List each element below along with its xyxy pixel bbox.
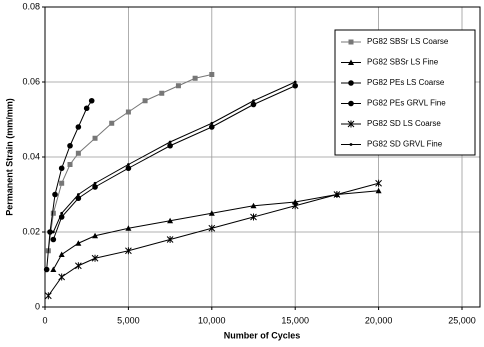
marker <box>250 101 257 108</box>
legend-label: PG82 SD LS Coarse <box>367 119 441 128</box>
series-line <box>52 85 296 240</box>
legend-label: PG82 PEs LS Coarse <box>367 78 445 87</box>
marker <box>75 195 82 202</box>
marker <box>51 230 55 234</box>
x-axis-title: Number of Cycles <box>224 330 301 340</box>
marker <box>67 142 73 149</box>
marker <box>192 75 198 81</box>
marker <box>125 109 131 115</box>
marker <box>167 217 174 224</box>
marker <box>347 120 355 128</box>
marker <box>168 140 172 144</box>
marker <box>348 100 354 107</box>
legend-box <box>334 29 476 156</box>
x-tick-label: 0 <box>42 315 47 325</box>
marker <box>209 72 215 77</box>
marker <box>88 97 95 104</box>
marker <box>175 83 181 89</box>
y-axis-title: Permanent Strain (mm/mm) <box>4 98 14 216</box>
marker <box>75 240 82 246</box>
marker <box>348 59 354 65</box>
marker <box>252 99 255 103</box>
marker <box>167 142 173 149</box>
x-tick-label: 15,000 <box>281 315 309 325</box>
x-tick-label: 25,000 <box>448 315 476 325</box>
marker <box>348 80 354 86</box>
y-tick-label: 0.02 <box>22 226 40 236</box>
marker <box>58 251 65 257</box>
marker <box>47 229 53 235</box>
marker <box>348 39 354 45</box>
marker <box>210 121 214 125</box>
marker <box>333 191 341 198</box>
marker <box>159 90 165 96</box>
series-line <box>52 190 379 270</box>
marker <box>125 225 132 231</box>
legend-label: PG82 SBSr LS Fine <box>367 58 439 67</box>
series-line <box>47 74 212 251</box>
y-tick-label: 0.06 <box>22 76 40 86</box>
series-line <box>47 182 379 297</box>
marker <box>208 210 215 216</box>
marker <box>125 247 132 255</box>
marker <box>375 187 382 194</box>
marker <box>293 80 297 84</box>
marker <box>291 202 299 210</box>
marker <box>166 236 174 243</box>
marker <box>60 211 64 215</box>
marker <box>50 210 56 216</box>
marker <box>109 120 115 126</box>
legend-label: PG82 SBSr LS Coarse <box>367 37 449 46</box>
marker <box>292 199 299 205</box>
marker <box>75 150 81 156</box>
marker <box>250 202 257 209</box>
legend-label: PG82 SD GRVL Fine <box>367 140 443 149</box>
marker <box>58 165 65 172</box>
marker <box>209 124 215 130</box>
series-line <box>46 100 93 270</box>
marker <box>208 224 216 232</box>
marker <box>59 180 65 186</box>
x-tick-label: 20,000 <box>365 315 393 325</box>
x-tick-label: 10,000 <box>198 315 226 325</box>
marker <box>75 124 82 130</box>
marker <box>92 232 99 239</box>
marker <box>292 82 299 89</box>
legend: PG82 SBSr LS Coarse PG82 SBSr LS Fine PG82… <box>334 29 476 156</box>
marker <box>375 179 382 187</box>
y-tick-label: 0 <box>35 301 40 311</box>
marker <box>67 162 73 167</box>
marker <box>58 273 66 281</box>
plot-border <box>44 6 481 308</box>
marker <box>125 165 132 172</box>
marker <box>92 135 98 141</box>
marker <box>126 163 130 166</box>
marker <box>142 98 148 104</box>
marker <box>91 254 99 262</box>
marker <box>75 262 82 270</box>
marker <box>50 266 57 272</box>
marker <box>349 143 353 146</box>
y-tick-label: 0.04 <box>22 151 40 161</box>
marker <box>44 292 52 300</box>
marker <box>92 184 98 190</box>
x-tick-label: 5,000 <box>117 315 140 325</box>
marker <box>93 181 97 185</box>
marker <box>250 213 257 221</box>
marker <box>50 236 57 243</box>
legend-label: PG82 PEs GRVL Fine <box>367 99 446 108</box>
marker <box>43 266 50 273</box>
marker <box>76 193 80 196</box>
marker <box>52 191 58 198</box>
marker <box>83 105 90 112</box>
y-tick-label: 0.08 <box>22 1 40 11</box>
